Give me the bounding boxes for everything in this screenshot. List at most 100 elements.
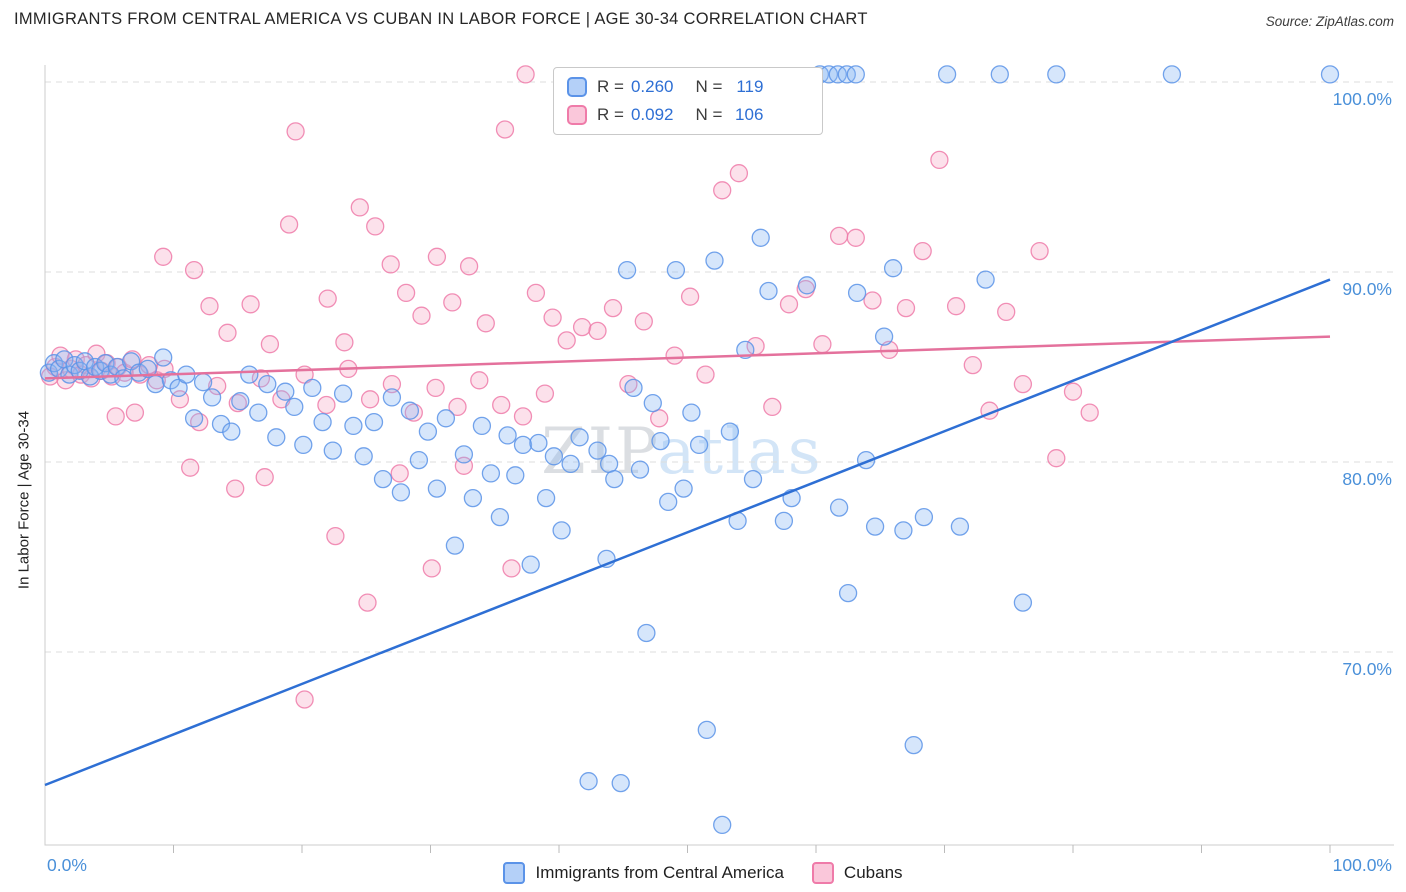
- scatter-point[interactable]: [358, 593, 377, 612]
- scatter-point[interactable]: [874, 327, 894, 346]
- scatter-point[interactable]: [495, 120, 515, 139]
- scatter-point[interactable]: [713, 815, 732, 835]
- scatter-point[interactable]: [630, 460, 650, 479]
- scatter-point[interactable]: [588, 441, 607, 460]
- scatter-point[interactable]: [427, 247, 447, 266]
- scatter-point[interactable]: [285, 397, 304, 417]
- scatter-point[interactable]: [611, 773, 630, 793]
- scatter-point[interactable]: [603, 298, 623, 318]
- scatter-point[interactable]: [390, 464, 409, 483]
- scatter-point[interactable]: [937, 65, 957, 84]
- scatter-point[interactable]: [279, 215, 299, 234]
- scatter-point[interactable]: [680, 287, 700, 306]
- scatter-point[interactable]: [258, 374, 277, 394]
- scatter-point[interactable]: [381, 255, 400, 274]
- scatter-point[interactable]: [138, 359, 157, 379]
- scatter-point[interactable]: [659, 492, 678, 512]
- scatter-point[interactable]: [211, 414, 231, 434]
- scatter-point[interactable]: [579, 772, 598, 791]
- scatter-point[interactable]: [96, 354, 115, 373]
- scatter-point[interactable]: [774, 511, 794, 531]
- scatter-point[interactable]: [463, 488, 483, 508]
- scatter-point[interactable]: [382, 374, 402, 394]
- scatter-point[interactable]: [427, 479, 447, 498]
- scatter-point[interactable]: [763, 397, 782, 417]
- scatter-point[interactable]: [697, 720, 716, 740]
- scatter-point[interactable]: [448, 397, 467, 417]
- scatter-point[interactable]: [445, 536, 465, 555]
- scatter-point[interactable]: [751, 228, 770, 247]
- scatter-point[interactable]: [202, 388, 222, 407]
- scatter-point[interactable]: [502, 559, 521, 578]
- scatter-point[interactable]: [241, 295, 260, 314]
- scatter-point[interactable]: [294, 435, 313, 455]
- scatter-point[interactable]: [521, 555, 540, 574]
- scatter-point[interactable]: [354, 447, 373, 466]
- scatter-point[interactable]: [624, 378, 643, 398]
- scatter-point[interactable]: [412, 306, 431, 325]
- scatter-point[interactable]: [720, 422, 740, 441]
- scatter-point[interactable]: [286, 122, 305, 141]
- scatter-point[interactable]: [125, 403, 145, 422]
- scatter-point[interactable]: [516, 65, 535, 84]
- scatter-point[interactable]: [240, 365, 259, 384]
- scatter-point[interactable]: [838, 583, 858, 603]
- scatter-point[interactable]: [689, 435, 709, 455]
- scatter-point[interactable]: [535, 384, 555, 403]
- scatter-point[interactable]: [779, 295, 799, 314]
- scatter-point[interactable]: [674, 479, 693, 498]
- scatter-point[interactable]: [436, 409, 456, 428]
- scatter-point[interactable]: [650, 409, 669, 428]
- scatter-point[interactable]: [454, 445, 474, 464]
- scatter-point[interactable]: [276, 382, 295, 401]
- scatter-point[interactable]: [617, 260, 637, 280]
- scatter-point[interactable]: [1030, 241, 1049, 261]
- scatter-point[interactable]: [344, 416, 363, 436]
- scatter-point[interactable]: [637, 623, 656, 643]
- scatter-point[interactable]: [1320, 65, 1340, 84]
- scatter-point[interactable]: [552, 521, 571, 540]
- scatter-point[interactable]: [44, 354, 64, 373]
- scatter-point[interactable]: [129, 363, 148, 382]
- scatter-point[interactable]: [1013, 593, 1033, 612]
- scatter-point[interactable]: [146, 374, 165, 394]
- scatter-point[interactable]: [536, 488, 556, 508]
- scatter-point[interactable]: [896, 298, 916, 318]
- scatter-point[interactable]: [605, 469, 624, 489]
- scatter-point[interactable]: [544, 447, 564, 466]
- scatter-point[interactable]: [513, 435, 533, 455]
- scatter-point[interactable]: [561, 454, 580, 474]
- scatter-point[interactable]: [863, 291, 882, 310]
- scatter-point[interactable]: [997, 302, 1016, 322]
- scatter-point[interactable]: [1080, 403, 1099, 422]
- scatter-point[interactable]: [651, 431, 670, 451]
- scatter-point[interactable]: [459, 257, 479, 276]
- scatter-point[interactable]: [222, 422, 241, 441]
- scatter-point[interactable]: [317, 395, 336, 415]
- scatter-point[interactable]: [543, 308, 562, 327]
- scatter-point[interactable]: [1047, 65, 1066, 84]
- scatter-point[interactable]: [976, 270, 995, 289]
- scatter-point[interactable]: [481, 464, 501, 483]
- scatter-point[interactable]: [490, 507, 510, 527]
- scatter-point[interactable]: [295, 690, 314, 709]
- scatter-point[interactable]: [472, 416, 492, 436]
- scatter-point[interactable]: [208, 376, 227, 396]
- scatter-point[interactable]: [665, 346, 684, 365]
- scatter-point[interactable]: [729, 164, 749, 183]
- scatter-point[interactable]: [422, 559, 441, 578]
- scatter-point[interactable]: [181, 458, 200, 477]
- scatter-point[interactable]: [106, 407, 125, 426]
- scatter-point[interactable]: [409, 450, 429, 470]
- scatter-point[interactable]: [713, 181, 732, 200]
- scatter-point[interactable]: [1013, 374, 1033, 394]
- scatter-point[interactable]: [470, 371, 489, 390]
- scatter-point[interactable]: [333, 384, 353, 403]
- scatter-point[interactable]: [570, 428, 589, 447]
- scatter-point[interactable]: [557, 331, 576, 350]
- scatter-point[interactable]: [904, 735, 923, 755]
- scatter-point[interactable]: [396, 283, 416, 303]
- scatter-point[interactable]: [267, 428, 286, 447]
- scatter-point[interactable]: [847, 283, 867, 303]
- scatter-point[interactable]: [736, 340, 755, 360]
